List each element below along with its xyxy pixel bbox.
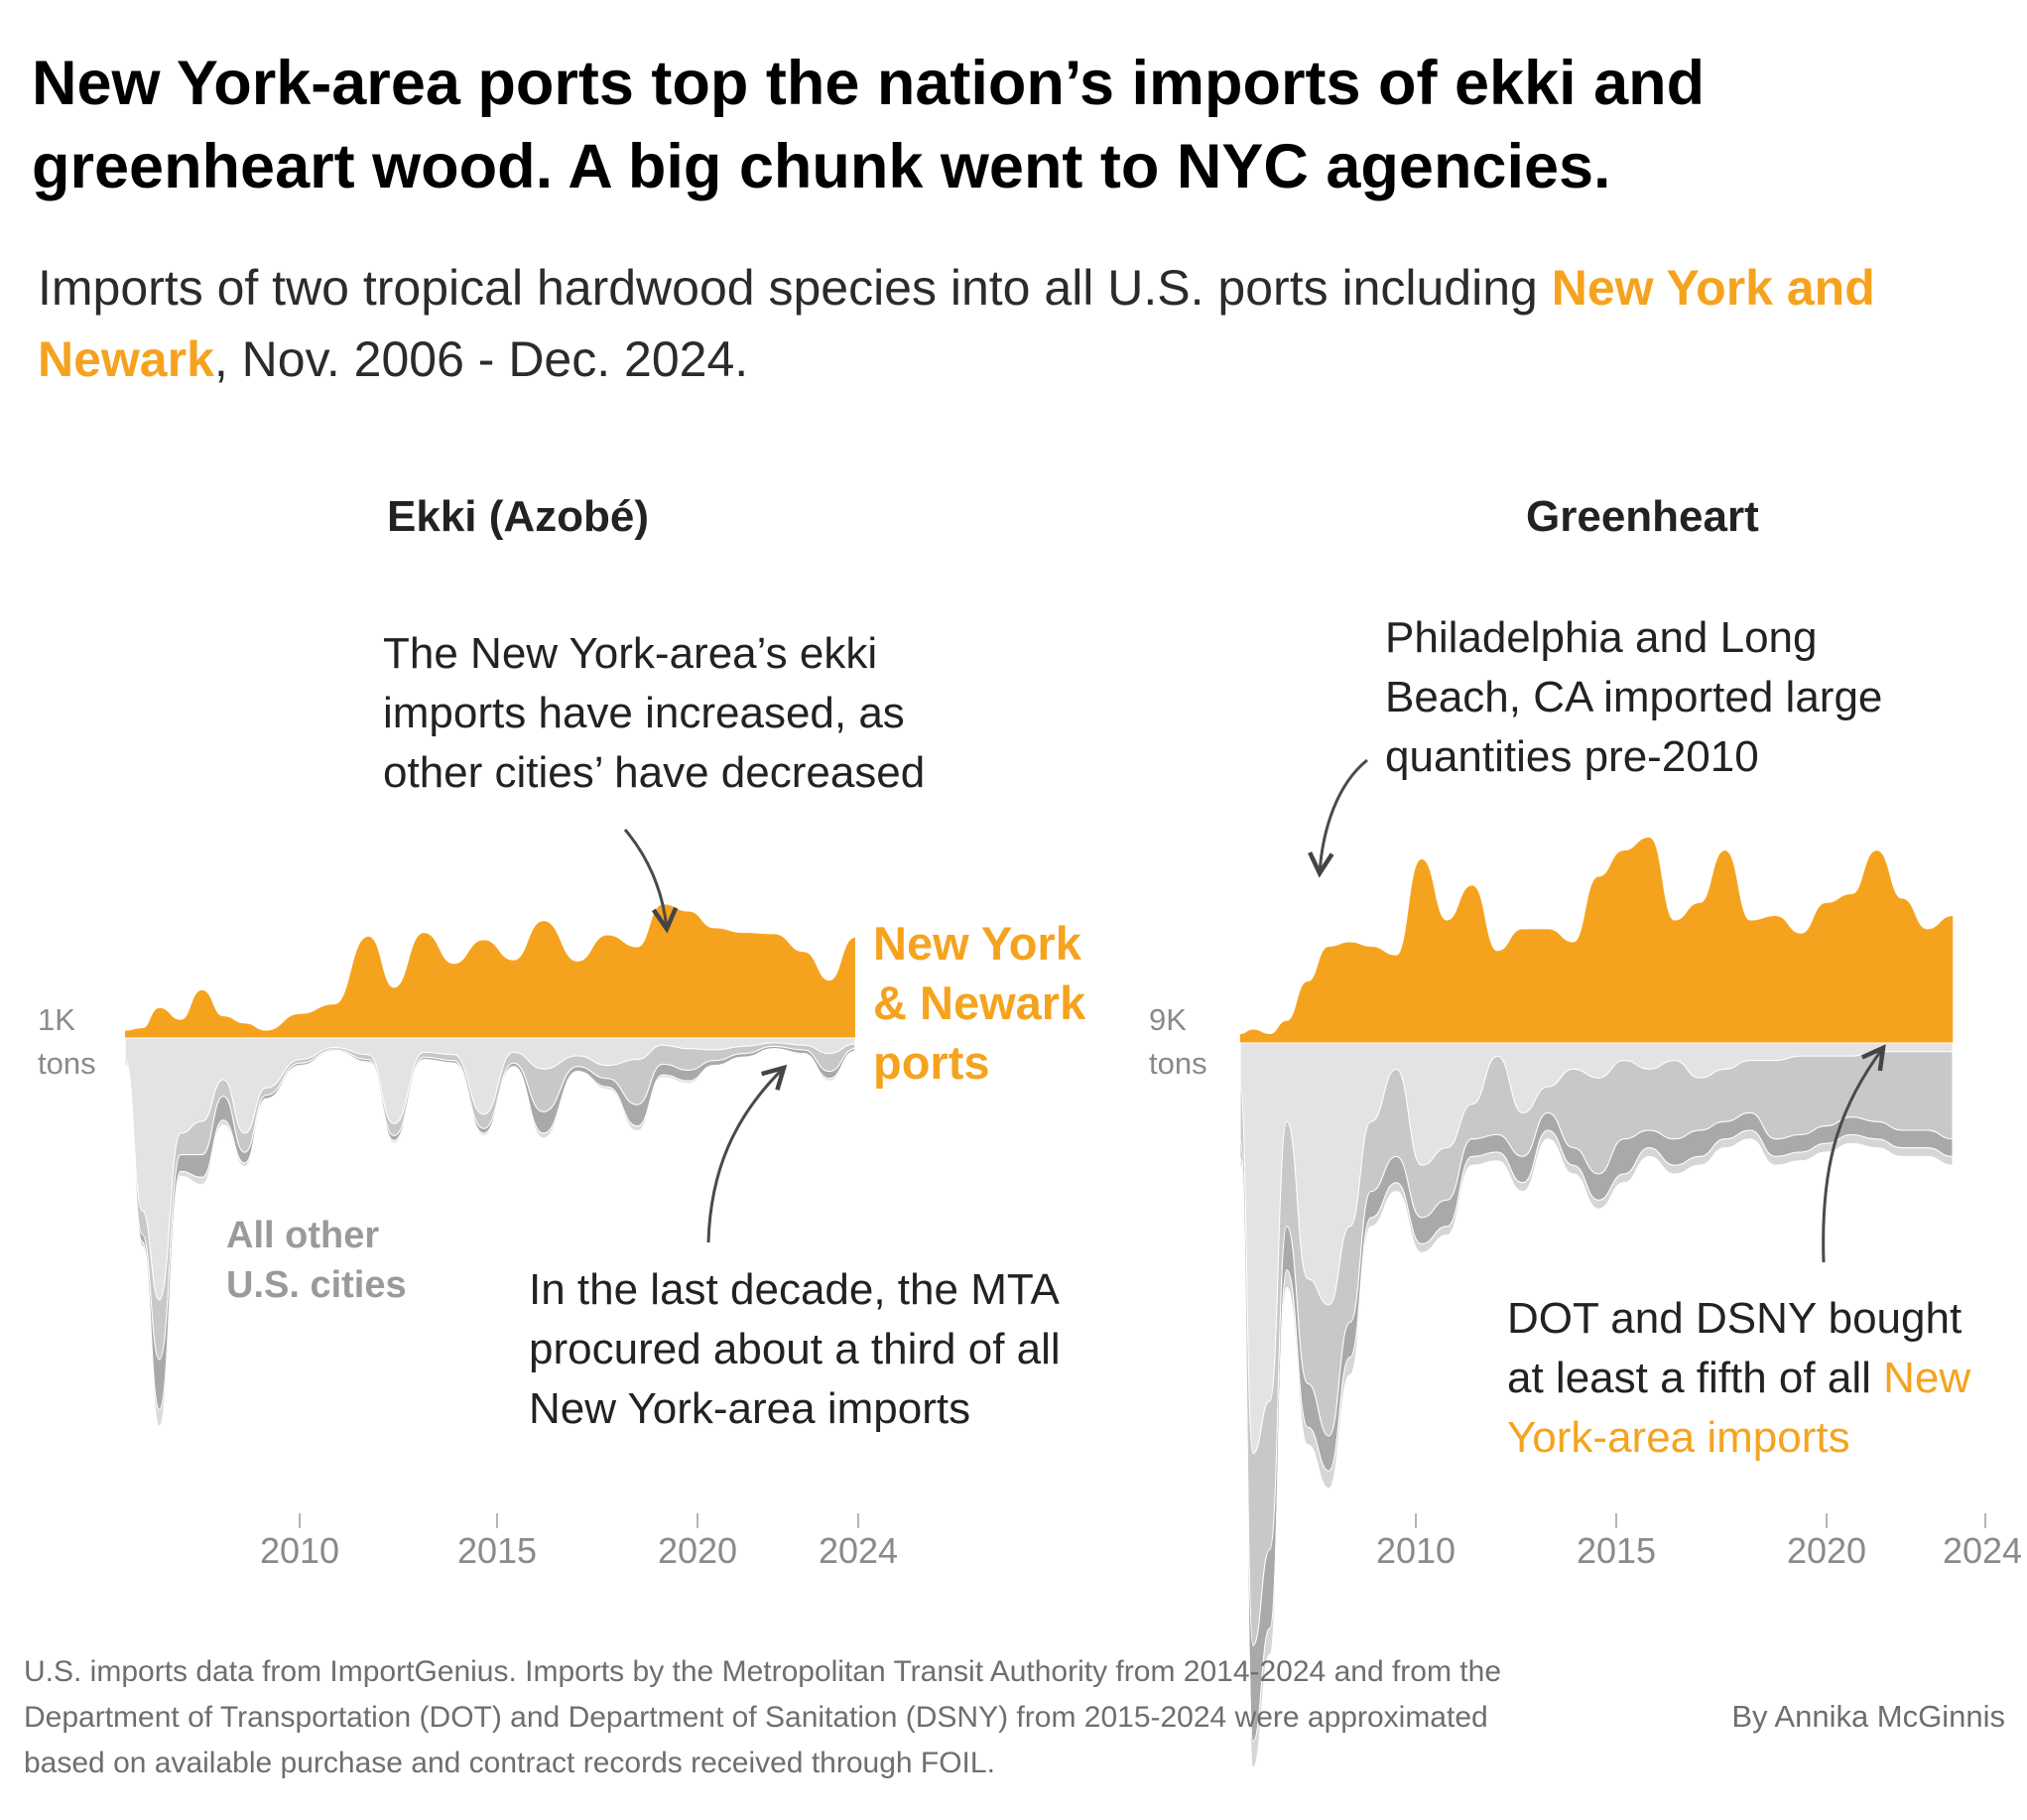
ekki-increase-line: imports have increased, as	[383, 689, 905, 737]
ekki-tick-label: 2010	[259, 1530, 340, 1571]
greenheart-tick-label: 2010	[1375, 1530, 1457, 1571]
greenheart-scale-label: 9K tons	[1149, 998, 1207, 1086]
source-footnote: U.S. imports data from ImportGenius. Imp…	[24, 1655, 1501, 1779]
subtitle-text-after: , Nov. 2006 - Dec. 2024.	[213, 331, 749, 387]
greenheart-philadelphia-arrow	[1320, 758, 1368, 873]
byline: By Annika McGinnis	[1731, 1699, 2005, 1734]
ekki-tick-mark	[697, 1513, 698, 1528]
greenheart-dot-dsny-text: at least a fifth of all	[1507, 1354, 1884, 1402]
greenheart-philadelphia-line: Beach, CA imported large	[1385, 673, 1883, 721]
ekki-panel-title: Ekki (Azobé)	[387, 492, 650, 541]
ekki-tick-mark	[299, 1513, 301, 1528]
ekki-increase-arrow	[623, 829, 667, 929]
ny-newark-label: New York & Newark ports	[873, 914, 1085, 1093]
greenheart-stream-ny-newark	[1239, 837, 1954, 1044]
ekki-stream-other-4	[124, 1048, 856, 1427]
greenheart-tick-mark	[1826, 1513, 1828, 1528]
greenheart-tick-mark	[1615, 1513, 1617, 1528]
greenheart-tick-label: 2020	[1786, 1530, 1867, 1571]
subtitle-highlight: New York and Newark	[38, 260, 1875, 387]
ekki-tick-label: 2024	[818, 1530, 899, 1571]
ekki-tick-label: 2015	[456, 1530, 538, 1571]
all-other-cities-label-line: All other	[226, 1215, 380, 1256]
ekki-increase-line: The New York-area’s ekki	[383, 629, 878, 678]
greenheart-panel-title: Greenheart	[1526, 492, 1759, 541]
greenheart-tick-label: 2015	[1576, 1530, 1657, 1571]
greenheart-tick-label: 2024	[1942, 1530, 2023, 1571]
greenheart-dot-dsny-line: at least a fifth of all New	[1507, 1349, 1970, 1408]
greenheart-dot-dsny-annotation: DOT and DSNY bought at least a fifth of …	[1507, 1289, 1970, 1468]
ekki-tick-mark	[857, 1513, 859, 1528]
ekki-mta-annotation: In the last decade, the MTA procured abo…	[529, 1260, 1061, 1439]
ekki-mta-line: procured about a third of all	[529, 1325, 1061, 1373]
ekki-tick-mark	[496, 1513, 498, 1528]
chart-subtitle: Imports of two tropical hardwood species…	[38, 252, 2012, 395]
greenheart-scale-value: 9K	[1149, 1002, 1187, 1037]
ny-newark-label-line: & Newark	[873, 976, 1086, 1029]
greenheart-philadelphia-line: quantities pre-2010	[1385, 732, 1759, 781]
ekki-streamgraph	[124, 904, 856, 1427]
ekki-increase-annotation: The New York-area’s ekki imports have in…	[383, 624, 925, 803]
greenheart-tick-mark	[1984, 1513, 1986, 1528]
greenheart-philadelphia-annotation: Philadelphia and Long Beach, CA imported…	[1385, 608, 1882, 787]
greenheart-stream-other-4	[1239, 1129, 1954, 1768]
ekki-scale-label: 1K tons	[38, 998, 96, 1086]
all-other-cities-label-line: U.S. cities	[226, 1264, 407, 1306]
greenheart-dot-dsny-highlight: New	[1883, 1354, 1971, 1402]
greenheart-scale-unit: tons	[1149, 1046, 1207, 1081]
ekki-scale-unit: tons	[38, 1046, 96, 1081]
greenheart-dot-dsny-arrow	[1822, 1048, 1883, 1263]
all-other-cities-label: All other U.S. cities	[226, 1211, 407, 1310]
ekki-increase-line: other cities’ have decreased	[383, 748, 926, 797]
ekki-stream-ny-newark	[124, 904, 855, 1039]
greenheart-philadelphia-line: Philadelphia and Long	[1385, 613, 1818, 662]
ekki-tick-label: 2020	[657, 1530, 738, 1571]
subtitle-text-before: Imports of two tropical hardwood species…	[38, 260, 1552, 316]
ny-newark-label-line: New York	[873, 917, 1081, 970]
ekki-scale-value: 1K	[38, 1002, 75, 1037]
ekki-mta-line: New York-area imports	[529, 1384, 971, 1433]
greenheart-dot-dsny-line: DOT and DSNY bought	[1507, 1294, 1963, 1343]
greenheart-streamgraph	[1239, 837, 1954, 1768]
chart-title: New York-area ports top the nation’s imp…	[32, 49, 1706, 201]
ekki-mta-line: In the last decade, the MTA	[529, 1265, 1060, 1314]
greenheart-dot-dsny-highlight: York-area imports	[1507, 1413, 1850, 1462]
ekki-mta-arrow	[706, 1068, 784, 1243]
ny-newark-label-line: ports	[873, 1036, 990, 1089]
greenheart-tick-mark	[1415, 1513, 1417, 1528]
